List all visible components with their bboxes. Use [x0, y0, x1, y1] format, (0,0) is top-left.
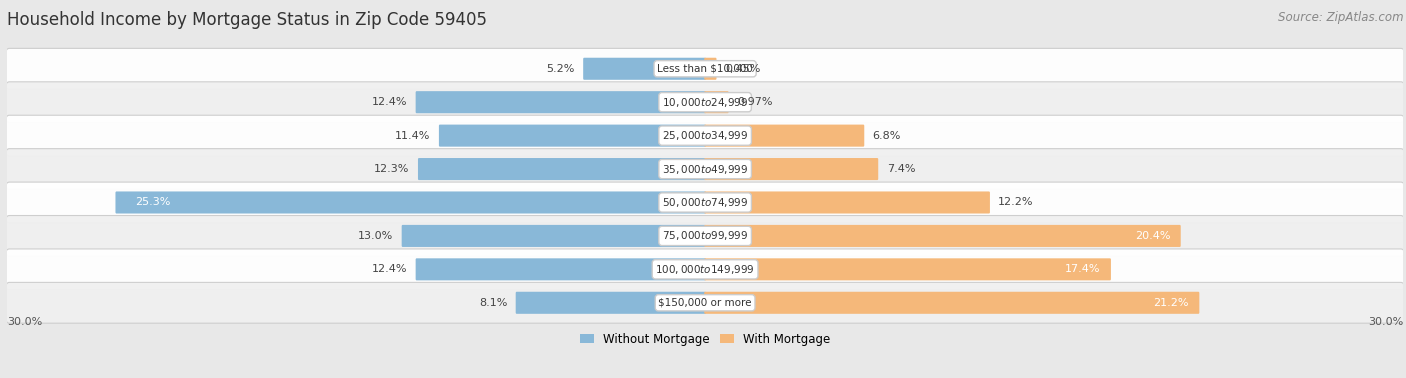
Text: 11.4%: 11.4% [395, 131, 430, 141]
Text: 12.4%: 12.4% [371, 97, 408, 107]
FancyBboxPatch shape [6, 149, 1405, 189]
FancyBboxPatch shape [416, 258, 706, 280]
Text: 8.1%: 8.1% [479, 298, 508, 308]
Text: 30.0%: 30.0% [7, 317, 42, 327]
Text: 0.97%: 0.97% [737, 97, 772, 107]
FancyBboxPatch shape [6, 249, 1405, 290]
Text: 5.2%: 5.2% [547, 64, 575, 74]
Text: 0.45%: 0.45% [725, 64, 761, 74]
Text: 13.0%: 13.0% [359, 231, 394, 241]
Text: Household Income by Mortgage Status in Zip Code 59405: Household Income by Mortgage Status in Z… [7, 11, 486, 29]
FancyBboxPatch shape [6, 282, 1405, 323]
Text: $150,000 or more: $150,000 or more [658, 298, 752, 308]
FancyBboxPatch shape [6, 48, 1405, 89]
Text: $100,000 to $149,999: $100,000 to $149,999 [655, 263, 755, 276]
FancyBboxPatch shape [416, 91, 706, 113]
Legend: Without Mortgage, With Mortgage: Without Mortgage, With Mortgage [579, 333, 831, 345]
Text: 17.4%: 17.4% [1066, 264, 1101, 274]
FancyBboxPatch shape [6, 115, 1405, 156]
Text: 7.4%: 7.4% [887, 164, 915, 174]
Text: 12.4%: 12.4% [371, 264, 408, 274]
FancyBboxPatch shape [402, 225, 706, 247]
Text: 30.0%: 30.0% [1368, 317, 1403, 327]
Text: Less than $10,000: Less than $10,000 [657, 64, 754, 74]
Text: $35,000 to $49,999: $35,000 to $49,999 [662, 163, 748, 175]
FancyBboxPatch shape [115, 191, 706, 214]
FancyBboxPatch shape [704, 58, 717, 80]
FancyBboxPatch shape [704, 292, 1199, 314]
FancyBboxPatch shape [439, 125, 706, 147]
Text: $75,000 to $99,999: $75,000 to $99,999 [662, 229, 748, 242]
FancyBboxPatch shape [704, 191, 990, 214]
FancyBboxPatch shape [704, 125, 865, 147]
FancyBboxPatch shape [704, 225, 1181, 247]
FancyBboxPatch shape [704, 91, 728, 113]
Text: 20.4%: 20.4% [1135, 231, 1171, 241]
Text: 6.8%: 6.8% [873, 131, 901, 141]
FancyBboxPatch shape [6, 182, 1405, 223]
Text: Source: ZipAtlas.com: Source: ZipAtlas.com [1278, 11, 1403, 24]
FancyBboxPatch shape [704, 258, 1111, 280]
FancyBboxPatch shape [418, 158, 706, 180]
Text: $10,000 to $24,999: $10,000 to $24,999 [662, 96, 748, 109]
FancyBboxPatch shape [583, 58, 706, 80]
FancyBboxPatch shape [516, 292, 706, 314]
FancyBboxPatch shape [704, 158, 879, 180]
Text: 12.2%: 12.2% [998, 197, 1033, 208]
FancyBboxPatch shape [6, 215, 1405, 256]
Text: $50,000 to $74,999: $50,000 to $74,999 [662, 196, 748, 209]
Text: 25.3%: 25.3% [135, 197, 170, 208]
FancyBboxPatch shape [6, 82, 1405, 122]
Text: 21.2%: 21.2% [1153, 298, 1189, 308]
Text: $25,000 to $34,999: $25,000 to $34,999 [662, 129, 748, 142]
Text: 12.3%: 12.3% [374, 164, 409, 174]
